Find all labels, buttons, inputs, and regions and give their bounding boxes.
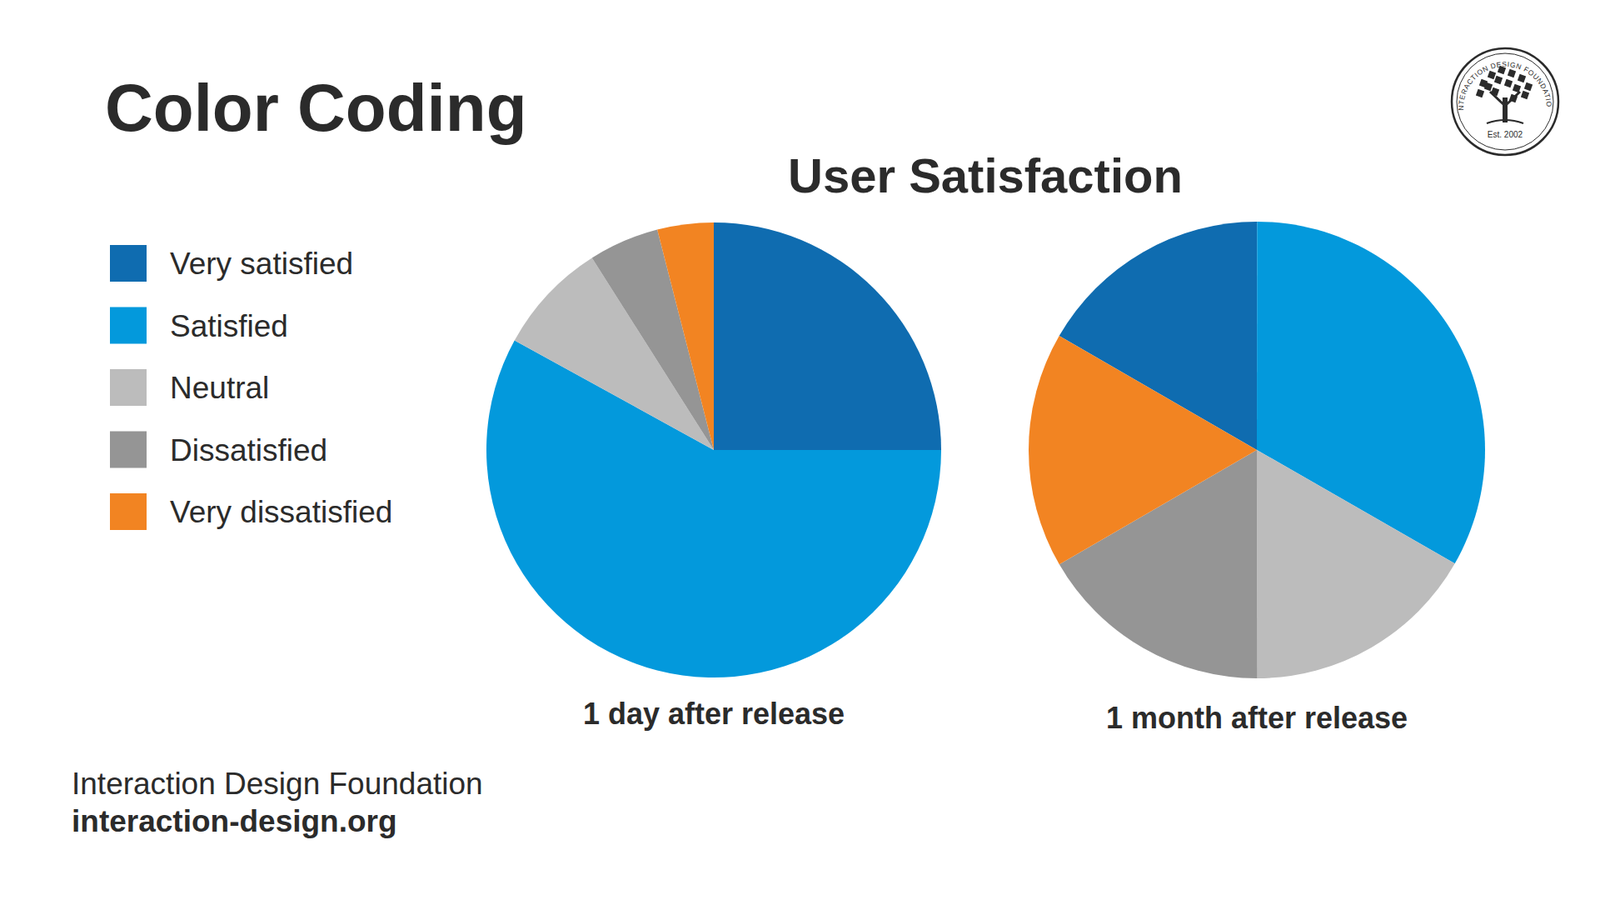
logo-leaf — [1487, 70, 1496, 80]
logo-ring — [1456, 53, 1554, 150]
pie-chart — [1028, 221, 1486, 678]
pie-slice — [1028, 335, 1257, 564]
page: Color Coding User Satisfaction 1 day after… — [0, 0, 1600, 900]
logo-ground — [1486, 119, 1524, 124]
legend-swatch — [109, 493, 147, 530]
logo: INTERACTION DESIGN FOUNDATION Est. 2002 — [0, 0, 1559, 155]
legend-label: Dissatisfied — [169, 433, 328, 468]
logo-trunk — [1502, 97, 1508, 123]
logo-leaf — [1507, 69, 1516, 78]
logo-leaf — [1512, 84, 1521, 93]
pie-chart — [486, 222, 942, 678]
legend-label: Neutral — [169, 370, 270, 405]
logo-leaf — [1520, 90, 1530, 100]
legend: Very satisfied Satisfied Neutral Dissatisfi… — [109, 244, 393, 530]
logo-leaf — [1524, 82, 1533, 91]
logo-leaf — [1494, 75, 1503, 85]
legend-swatch — [109, 368, 147, 406]
pie-slice — [657, 222, 714, 450]
chart-title: 1 day after release — [583, 696, 845, 731]
logo-leaf — [1497, 65, 1506, 75]
legend-swatch — [109, 244, 147, 282]
logo-leaf — [1504, 79, 1513, 88]
footer-website: interaction-design.org — [71, 803, 398, 838]
footer-organization: Interaction Design Foundation — [71, 766, 484, 801]
logo-leaf — [1517, 74, 1526, 83]
logo-leaf — [1484, 82, 1493, 91]
legend-label: Very satisfied — [169, 246, 354, 281]
pie-slice — [713, 222, 942, 450]
logo-leaf — [1490, 87, 1500, 96]
legend-label: Very dissatisfied — [169, 494, 393, 529]
logo-leaf — [1475, 89, 1485, 98]
pie-slice — [1256, 449, 1456, 678]
canvas: Color Coding User Satisfaction 1 day after… — [0, 0, 1600, 900]
logo-established: Est. 2002 — [1487, 129, 1524, 140]
legend-swatch — [109, 307, 147, 344]
heading: User Satisfaction — [787, 148, 1183, 203]
logo-name-path: INTERACTION DESIGN FOUNDATION — [0, 0, 1554, 111]
legend-swatch — [109, 431, 147, 469]
page-title: Color Coding — [104, 70, 528, 145]
logo-leaf — [1509, 94, 1518, 103]
chart-title: 1 month after release — [1106, 700, 1408, 735]
legend-label: Satisfied — [169, 309, 289, 344]
logo-name: INTERACTION DESIGN FOUNDATION — [0, 0, 1554, 111]
